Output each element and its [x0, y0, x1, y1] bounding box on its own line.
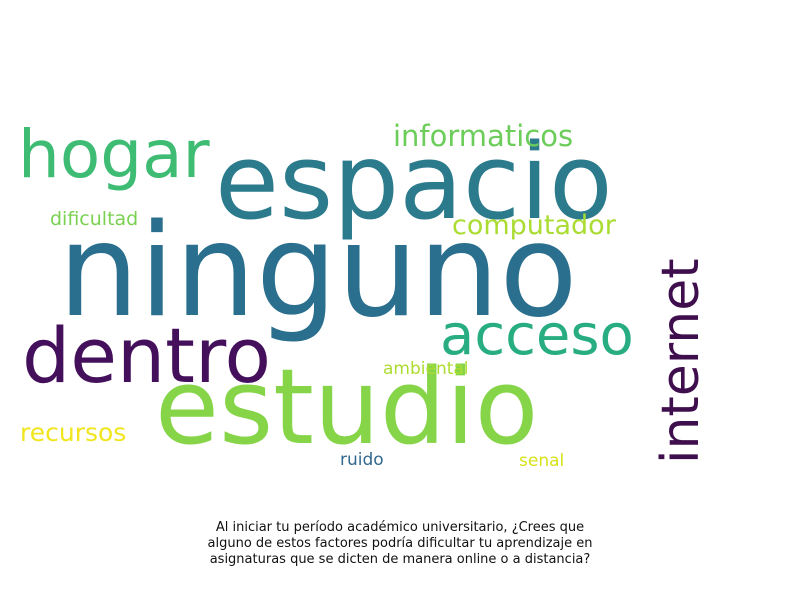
word-computador: computador — [452, 210, 616, 241]
caption-line-2: alguno de estos factores podría dificult… — [207, 536, 593, 551]
word-ruido: ruido — [340, 450, 384, 470]
word-ambiental: ambiental — [383, 359, 469, 379]
word-espacio: espacio — [215, 121, 613, 243]
figure-caption: Al iniciar tu período académico universi… — [150, 520, 650, 568]
word-internet: internet — [651, 258, 711, 464]
caption-line-3: asignaturas que se dicten de manera onli… — [209, 552, 591, 567]
caption-line-1: Al iniciar tu período académico universi… — [215, 520, 585, 535]
word-hogar: hogar — [18, 116, 210, 193]
word-informaticos: informaticos — [393, 119, 574, 153]
word-estudio: estudio — [155, 346, 539, 468]
word-senal: senal — [519, 451, 565, 471]
word-acceso: acceso — [440, 303, 634, 368]
word-ninguno: ninguno — [58, 197, 578, 346]
word-recursos: recursos — [20, 418, 127, 447]
word-dentro: dentro — [22, 311, 272, 400]
word-dificultad: dificultad — [50, 208, 139, 230]
